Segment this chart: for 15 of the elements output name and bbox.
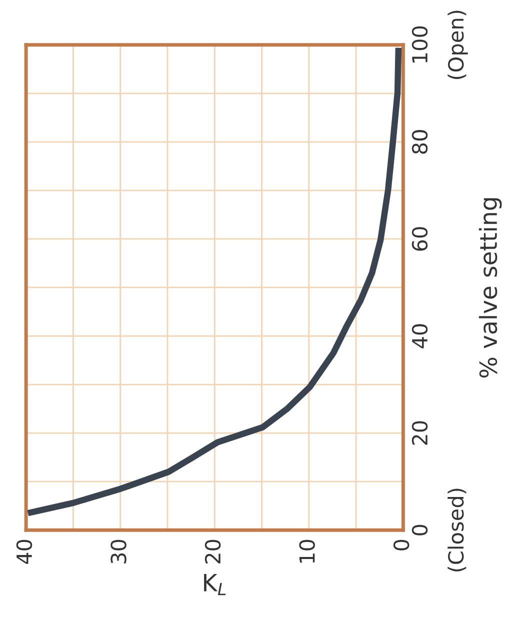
y-tick-label: 60: [412, 227, 428, 251]
y-tick-label: 80: [412, 130, 428, 154]
x-tick-label: 40: [16, 540, 32, 564]
y-tick-label: 40: [412, 324, 428, 348]
x-tick-label: 10: [299, 540, 315, 563]
x-tick-label: 20: [204, 540, 221, 564]
x-tick-label: 30: [110, 540, 126, 564]
y-tick-label: 100: [412, 26, 428, 62]
text: (Closed): [448, 488, 466, 572]
x-tick-label: 0: [393, 540, 410, 550]
y-tick-label: 0: [412, 524, 428, 536]
y-tick-label: 20: [412, 421, 428, 445]
x-axis-title: K$_{L}$: [204, 574, 226, 596]
text: (Open): [448, 10, 468, 80]
y-axis-title: % valve setting: [478, 198, 502, 378]
